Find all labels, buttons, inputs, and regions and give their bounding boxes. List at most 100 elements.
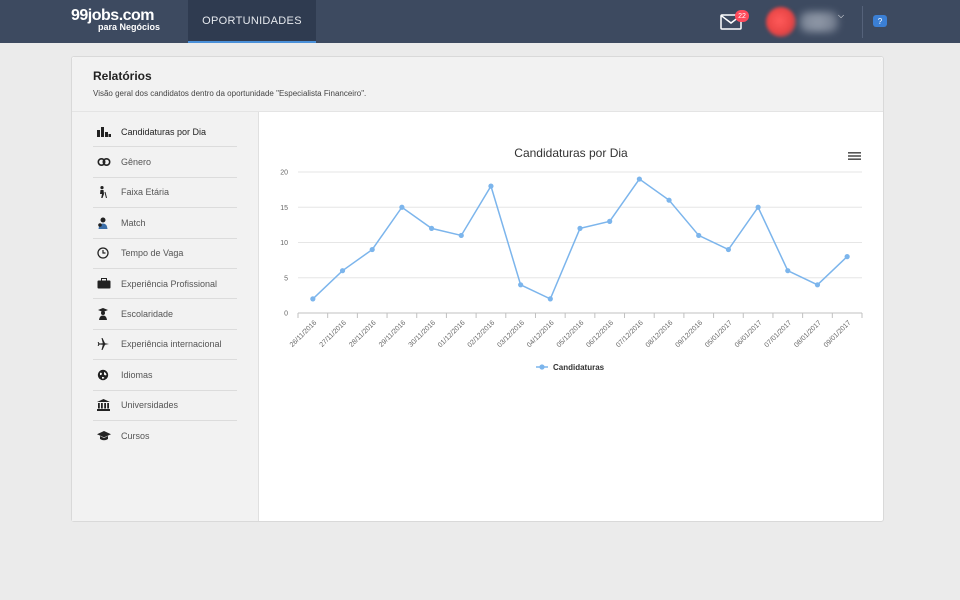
sidebar-item-experiencia-profissional[interactable]: Experiência Profissional — [93, 269, 237, 300]
sidebar-item-tempo-de-vaga[interactable]: Tempo de Vaga — [93, 239, 237, 269]
help-button[interactable]: ? — [873, 15, 887, 27]
page-subtitle: Visão geral dos candidatos dentro da opo… — [93, 89, 367, 98]
avatar[interactable] — [766, 7, 796, 37]
sidebar-item-experiencia-internacional[interactable]: Experiência internacional — [93, 330, 237, 361]
x-tick-label: 06/01/2017 — [734, 319, 764, 349]
elderly-icon — [93, 186, 121, 199]
chevron-down-icon[interactable]: ⌵ — [838, 11, 845, 20]
x-tick-label: 27/11/2016 — [319, 319, 348, 348]
x-tick-label: 03/12/2016 — [496, 319, 526, 349]
sidebar-item-label: Cursos — [121, 431, 150, 442]
graduation-cap-icon — [93, 431, 121, 441]
chart-svg: Candidaturas por Dia 0 5 10 15 20 26/11/2016… — [280, 146, 863, 372]
data-point[interactable] — [310, 296, 316, 302]
briefcase-icon — [93, 278, 121, 289]
logo[interactable]: 99jobs.com para Negócios — [71, 7, 160, 32]
sidebar-item-faixa-etaria[interactable]: Faixa Etária — [93, 178, 237, 209]
sidebar-item-label: Match — [121, 217, 146, 228]
x-tick-label: 05/01/2017 — [704, 319, 734, 349]
sidebar-item-label: Experiência Profissional — [121, 278, 218, 289]
data-point[interactable] — [488, 183, 494, 189]
airplane-icon — [93, 338, 121, 351]
legend-label: Candidaturas — [553, 363, 605, 372]
university-icon — [93, 399, 121, 412]
data-point[interactable] — [399, 204, 405, 210]
data-point[interactable] — [577, 225, 583, 231]
sidebar-item-label: Candidaturas por Dia — [121, 126, 207, 137]
y-tick-label: 0 — [284, 311, 288, 318]
x-tick-label: 01/12/2016 — [437, 319, 467, 349]
legend-marker — [539, 364, 545, 370]
y-tick-label: 20 — [280, 170, 288, 177]
logo-main-text: 99jobs.com — [71, 7, 155, 24]
x-tick-label: 09/12/2016 — [674, 319, 704, 349]
x-tick-label: 06/12/2016 — [585, 319, 615, 349]
user-name-blurred[interactable] — [800, 12, 838, 32]
line-chart: Candidaturas por Dia 0 5 10 15 20 26/11/2016… — [260, 112, 883, 521]
x-tick-label: 26/11/2016 — [289, 319, 318, 348]
sidebar-item-universidades[interactable]: Universidades — [93, 391, 237, 421]
x-tick-label: 04/12/2016 — [526, 319, 556, 349]
hamburger-menu-icon[interactable] — [848, 152, 861, 160]
sidebar-item-cursos[interactable]: Cursos — [93, 421, 237, 451]
clock-icon — [93, 247, 121, 259]
x-tick-label: 07/01/2017 — [763, 319, 793, 349]
globe-icon — [93, 369, 121, 381]
sidebar-item-genero[interactable]: Gênero — [93, 147, 237, 178]
y-tick-label: 15 — [280, 205, 288, 212]
data-point[interactable] — [844, 254, 850, 260]
sidebar-item-candidaturas-por-dia[interactable]: Candidaturas por Dia — [93, 117, 237, 148]
graduate-icon — [93, 308, 121, 321]
data-point[interactable] — [547, 296, 553, 302]
data-point[interactable] — [785, 268, 791, 274]
bar-chart-icon — [93, 126, 121, 137]
sidebar-item-label: Gênero — [121, 157, 152, 168]
mail-count-badge: 22 — [735, 10, 749, 22]
x-tick-label: 02/12/2016 — [467, 319, 497, 349]
match-icon — [93, 217, 121, 229]
data-point[interactable] — [428, 225, 435, 231]
y-tick-label: 5 — [284, 275, 288, 282]
reports-sidebar: Candidaturas por Dia Gênero Faixa Etária… — [72, 112, 259, 521]
x-tick-label: 08/01/2017 — [793, 319, 823, 349]
data-point[interactable] — [696, 232, 702, 239]
sidebar-item-label: Faixa Etária — [121, 187, 170, 198]
data-point[interactable] — [636, 176, 642, 182]
x-tick-label: 29/11/2016 — [378, 319, 407, 348]
data-point[interactable] — [666, 197, 672, 203]
page-title: Relatórios — [93, 69, 152, 83]
reports-panel: Relatórios Visão geral dos candidatos de… — [71, 56, 884, 522]
data-point[interactable] — [369, 246, 375, 253]
data-point[interactable] — [755, 204, 761, 210]
data-point[interactable] — [339, 268, 346, 274]
sidebar-item-label: Experiência internacional — [121, 339, 222, 350]
data-point[interactable] — [814, 282, 821, 288]
top-navbar: 99jobs.com para Negócios OPORTUNIDADES 2… — [0, 0, 960, 43]
panel-header: Relatórios Visão geral dos candidatos de… — [72, 57, 883, 112]
sidebar-item-label: Universidades — [121, 400, 179, 411]
x-tick-label: 07/12/2016 — [615, 319, 645, 349]
data-point[interactable] — [458, 232, 464, 239]
sidebar-item-label: Idiomas — [121, 369, 153, 380]
chart-title: Candidaturas por Dia — [514, 146, 628, 160]
sidebar-item-idiomas[interactable]: Idiomas — [93, 360, 237, 391]
data-point[interactable] — [518, 282, 524, 288]
legend-item[interactable]: Candidaturas — [536, 363, 605, 372]
sidebar-item-label: Escolaridade — [121, 309, 174, 320]
x-tick-label: 05/12/2016 — [556, 319, 586, 349]
data-point[interactable] — [725, 246, 732, 253]
data-point[interactable] — [607, 218, 613, 224]
series-line — [312, 178, 848, 300]
sidebar-item-match[interactable]: Match — [93, 208, 237, 239]
sidebar-item-label: Tempo de Vaga — [121, 248, 184, 259]
nav-tab-oportunidades[interactable]: OPORTUNIDADES — [188, 0, 316, 43]
reports-menu: Candidaturas por Dia Gênero Faixa Etária… — [93, 117, 237, 451]
gender-icon — [93, 157, 121, 167]
logo-sub-text: para Negócios — [98, 22, 161, 32]
divider — [862, 6, 863, 38]
x-tick-label: 28/11/2016 — [348, 319, 377, 348]
y-tick-label: 10 — [280, 240, 288, 247]
x-tick-label: 30/11/2016 — [408, 319, 437, 348]
x-tick-label: 09/01/2017 — [823, 319, 853, 349]
sidebar-item-escolaridade[interactable]: Escolaridade — [93, 299, 237, 330]
